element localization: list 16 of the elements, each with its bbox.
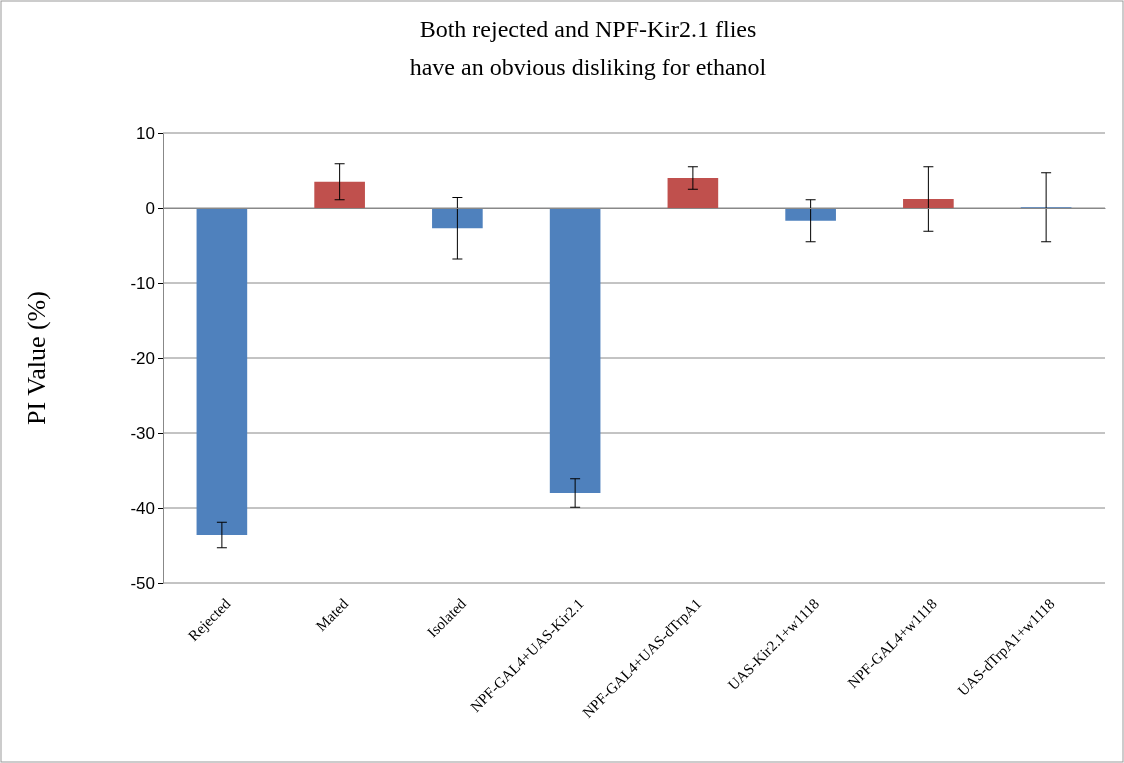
bar <box>785 208 836 221</box>
y-tick-label: -30 <box>130 423 155 443</box>
bar <box>196 208 248 535</box>
bar <box>667 178 719 208</box>
y-tick-label: -20 <box>130 348 155 368</box>
bar <box>903 199 954 208</box>
y-tick-label: 10 <box>136 123 155 143</box>
y-tick-label: -40 <box>130 498 155 518</box>
bar <box>314 181 365 208</box>
chart-title: Both rejected and NPF-Kir2.1 flies have an obvious disliking for ethanol <box>409 16 767 80</box>
y-tick-label: -50 <box>130 573 155 593</box>
y-tick-label: -10 <box>130 273 155 293</box>
y-axis-title: PI Value (%) <box>22 291 51 425</box>
y-tick-label: 0 <box>145 198 155 218</box>
bar <box>549 208 601 493</box>
bar <box>432 208 483 229</box>
